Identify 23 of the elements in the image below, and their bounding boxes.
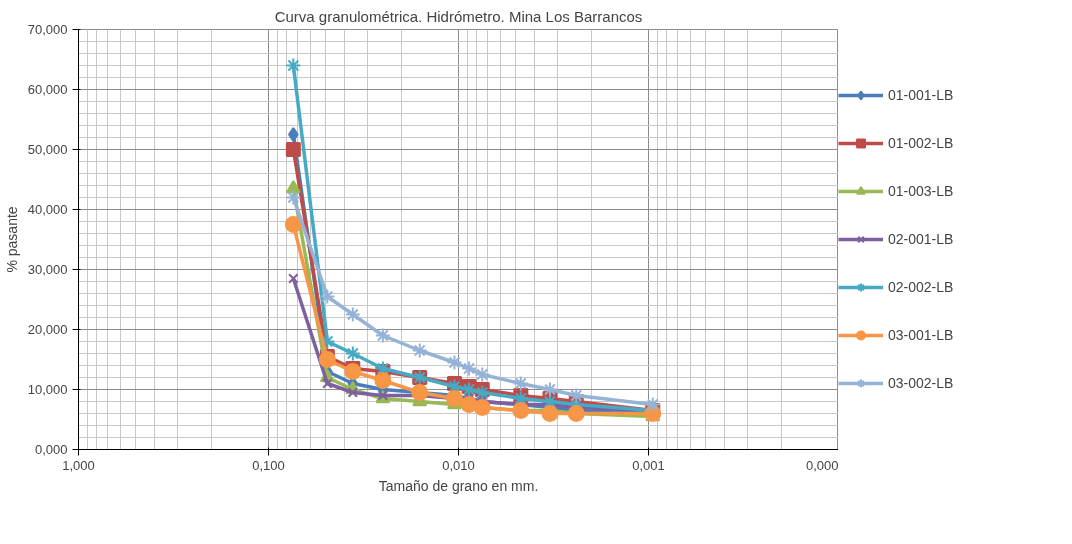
y-axis-title: % pasante (3, 206, 20, 273)
y-tick-label: 30,000 (27, 262, 68, 277)
x-tick-label: 0,000 (805, 457, 839, 473)
legend-label: 02-002-LB (888, 279, 954, 295)
y-tick-label: 70,000 (27, 22, 68, 37)
legend-label: 01-002-LB (888, 135, 954, 151)
x-tick-label: 0,001 (632, 457, 665, 473)
y-tick-label: 50,000 (27, 142, 68, 157)
x-axis-title: Tamaño de grano en mm. (378, 477, 539, 494)
y-tick-label: 20,000 (27, 322, 68, 337)
y-tick-label: 40,000 (27, 202, 68, 217)
chart-title: Curva granulométrica. Hidrómetro. Mina Los Barrancos (274, 7, 643, 25)
y-tick-label: 60,000 (27, 82, 68, 97)
x-tick-label: 0,010 (442, 457, 475, 473)
y-tick-label: 0,000 (34, 442, 68, 457)
legend-label: 01-003-LB (888, 183, 954, 199)
legend-label: 02-001-LB (888, 231, 954, 247)
x-tick-label: 0,100 (252, 457, 285, 473)
legend-label: 01-001-LB (888, 87, 954, 103)
legend-label: 03-002-LB (888, 375, 954, 391)
x-tick-label: 1,000 (62, 457, 95, 473)
y-tick-label: 10,000 (27, 382, 68, 397)
legend-label: 03-001-LB (888, 327, 954, 343)
